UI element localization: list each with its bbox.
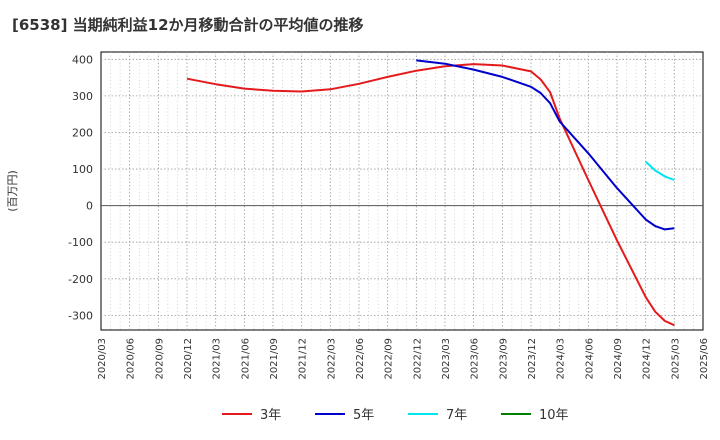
grid <box>101 52 703 330</box>
x-tick-label: 2023/06 <box>470 338 481 380</box>
y-tick-label: 400 <box>72 53 93 66</box>
x-tick-label: 2024/03 <box>556 338 567 380</box>
x-tick-label: 2022/09 <box>384 338 395 380</box>
legend-label: 7年 <box>446 408 467 423</box>
y-tick-label: 0 <box>86 200 93 213</box>
y-axis-label: (百万円) <box>6 170 19 212</box>
x-axis: 2020/03 2020/06 2020/09 2020/12 2021/03 2021/… <box>97 338 710 380</box>
y-tick-label: -300 <box>68 309 93 322</box>
x-tick-label: 2022/06 <box>355 338 366 380</box>
x-tick-label: 2023/09 <box>498 338 509 380</box>
x-tick-label: 2020/09 <box>154 338 165 380</box>
x-tick-label: 2025/03 <box>670 338 681 380</box>
x-tick-label: 2020/12 <box>183 338 194 380</box>
y-axis: 400 300 200 100 0 -100 -200 -300 <box>68 53 93 322</box>
x-tick-label: 2023/12 <box>527 338 538 380</box>
x-tick-label: 2024/09 <box>613 338 624 380</box>
series-layer <box>186 59 675 327</box>
x-tick-label: 2024/06 <box>584 338 595 380</box>
x-tick-label: 2024/12 <box>642 338 653 380</box>
legend: 3年 5年 7年 10年 <box>222 408 569 423</box>
series-line-5年 <box>416 59 675 231</box>
series-line-3年 <box>186 63 675 327</box>
x-tick-label: 2022/12 <box>412 338 423 380</box>
x-tick-label: 2021/09 <box>269 338 280 380</box>
chart-title: [6538] 当期純利益12か月移動合計の平均値の推移 <box>12 16 364 34</box>
x-tick-label: 2021/12 <box>298 338 309 380</box>
y-tick-label: 300 <box>72 90 93 103</box>
x-tick-label: 2022/03 <box>326 338 337 380</box>
x-tick-label: 2021/03 <box>212 338 223 380</box>
legend-label: 3年 <box>260 408 281 423</box>
y-tick-label: -200 <box>68 273 93 286</box>
plot-area <box>100 51 704 331</box>
series-line-7年 <box>645 160 675 181</box>
legend-label: 10年 <box>539 408 569 423</box>
x-tick-label: 2020/06 <box>126 338 137 380</box>
x-tick-label: 2025/06 <box>699 338 710 380</box>
legend-label: 5年 <box>353 408 374 423</box>
y-tick-label: 100 <box>72 163 93 176</box>
x-tick-label: 2020/03 <box>97 338 108 380</box>
x-tick-label: 2021/06 <box>240 338 251 380</box>
y-tick-label: 200 <box>72 126 93 139</box>
y-tick-label: -100 <box>68 236 93 249</box>
x-tick-label: 2023/03 <box>441 338 452 380</box>
